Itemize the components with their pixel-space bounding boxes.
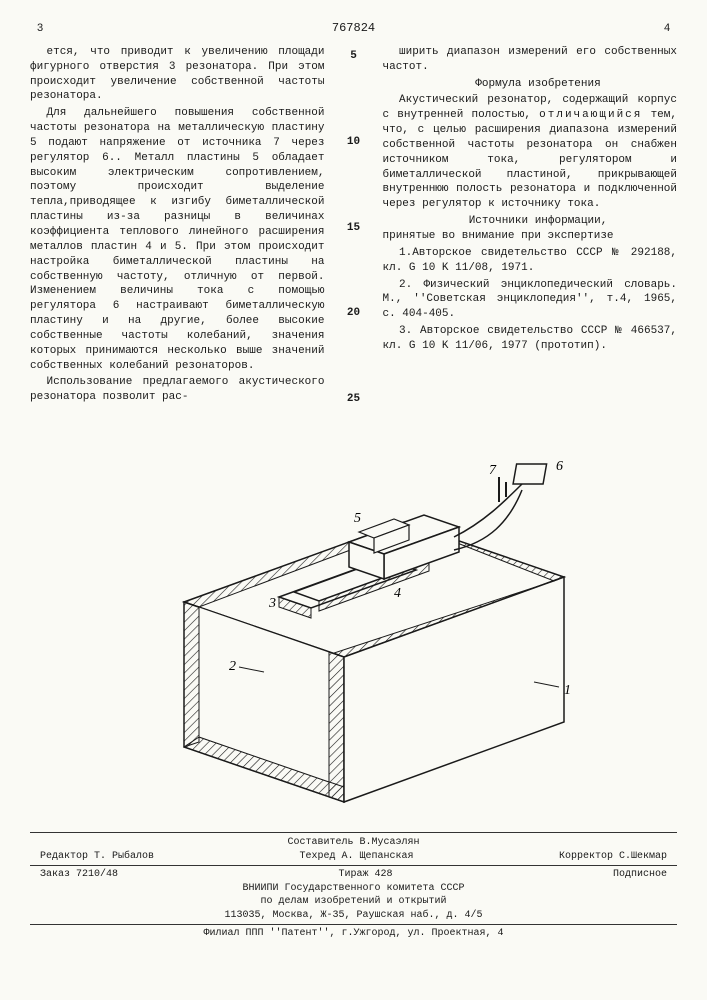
footer: Составитель В.Мусаэлян Редактор Т. Рыбал… (30, 832, 677, 941)
sources-title: Источники информации, (383, 214, 678, 229)
corrector: Корректор С.Шекмар (559, 850, 667, 864)
claim-text: тем, что, с целью расширения диапазона и… (383, 109, 678, 210)
org-line-1: ВНИИПИ Государственного комитета СССР (30, 882, 677, 896)
paragraph: Использование предлагаемого акустическог… (30, 375, 325, 405)
tirazh: Тираж 428 (338, 868, 392, 882)
credits-row: Редактор Т. Рыбалов Техред А. Щепанская … (30, 850, 677, 864)
figure-label-7: 7 (489, 463, 497, 478)
line-numbers: 5 10 15 20 25 (345, 45, 363, 407)
source-item: 1.Авторское свидетельство СССР № 292188,… (383, 246, 678, 276)
paragraph: Для дальнейшего повышения собственной ча… (30, 106, 325, 373)
formula-title: Формула изобретения (383, 77, 678, 92)
left-column: ется, что приводит к увеличению площади … (30, 45, 325, 407)
compiler: Составитель В.Мусаэлян (30, 836, 677, 850)
line-number: 10 (345, 135, 363, 150)
resonator-diagram: 1 2 3 4 5 6 7 (104, 422, 604, 822)
figure: 1 2 3 4 5 6 7 (30, 422, 677, 822)
paragraph: ширить диапазон измерений его собственны… (383, 45, 678, 75)
left-col-number: 3 (30, 22, 50, 37)
source-item: 2. Физический энциклопедический словарь.… (383, 278, 678, 323)
line-number: 25 (345, 392, 363, 407)
figure-label-6: 6 (556, 459, 563, 474)
filial: Филиал ППП ''Патент'', г.Ужгород, ул. Пр… (30, 927, 677, 941)
org-line-2: по делам изобретений и открытий (30, 895, 677, 909)
figure-label-3: 3 (268, 596, 276, 611)
claim-paragraph: Акустический резонатор, содержащий корпу… (383, 93, 678, 212)
editor: Редактор Т. Рыбалов (40, 850, 154, 864)
source-item: 3. Авторское свидетельство СССР № 466537… (383, 324, 678, 354)
text-columns: ется, что приводит к увеличению площади … (30, 45, 677, 407)
figure-label-1: 1 (564, 683, 571, 698)
line-number: 5 (345, 49, 363, 64)
order-number: Заказ 7210/48 (40, 868, 118, 882)
figure-label-5: 5 (354, 511, 361, 526)
line-number: 15 (345, 221, 363, 236)
patent-page: 3 767824 4 ется, что приводит к увеличен… (0, 0, 707, 1000)
claim-emphasis: отличающийся (539, 109, 642, 121)
paragraph: ется, что приводит к увеличению площади … (30, 45, 325, 104)
address: 113035, Москва, Ж-35, Раушская наб., д. … (30, 909, 677, 923)
patent-number: 767824 (50, 20, 657, 36)
subscription: Подписное (613, 868, 667, 882)
line-number: 20 (345, 306, 363, 321)
techred: Техред А. Щепанская (299, 850, 413, 864)
sources-subtitle: принятые во внимание при экспертизе (383, 229, 678, 244)
header: 3 767824 4 (30, 20, 677, 37)
figure-label-4: 4 (394, 586, 401, 601)
figure-label-2: 2 (229, 659, 236, 674)
right-col-number: 4 (657, 22, 677, 37)
order-row: Заказ 7210/48 Тираж 428 Подписное (30, 868, 677, 882)
right-column: ширить диапазон измерений его собственны… (383, 45, 678, 407)
